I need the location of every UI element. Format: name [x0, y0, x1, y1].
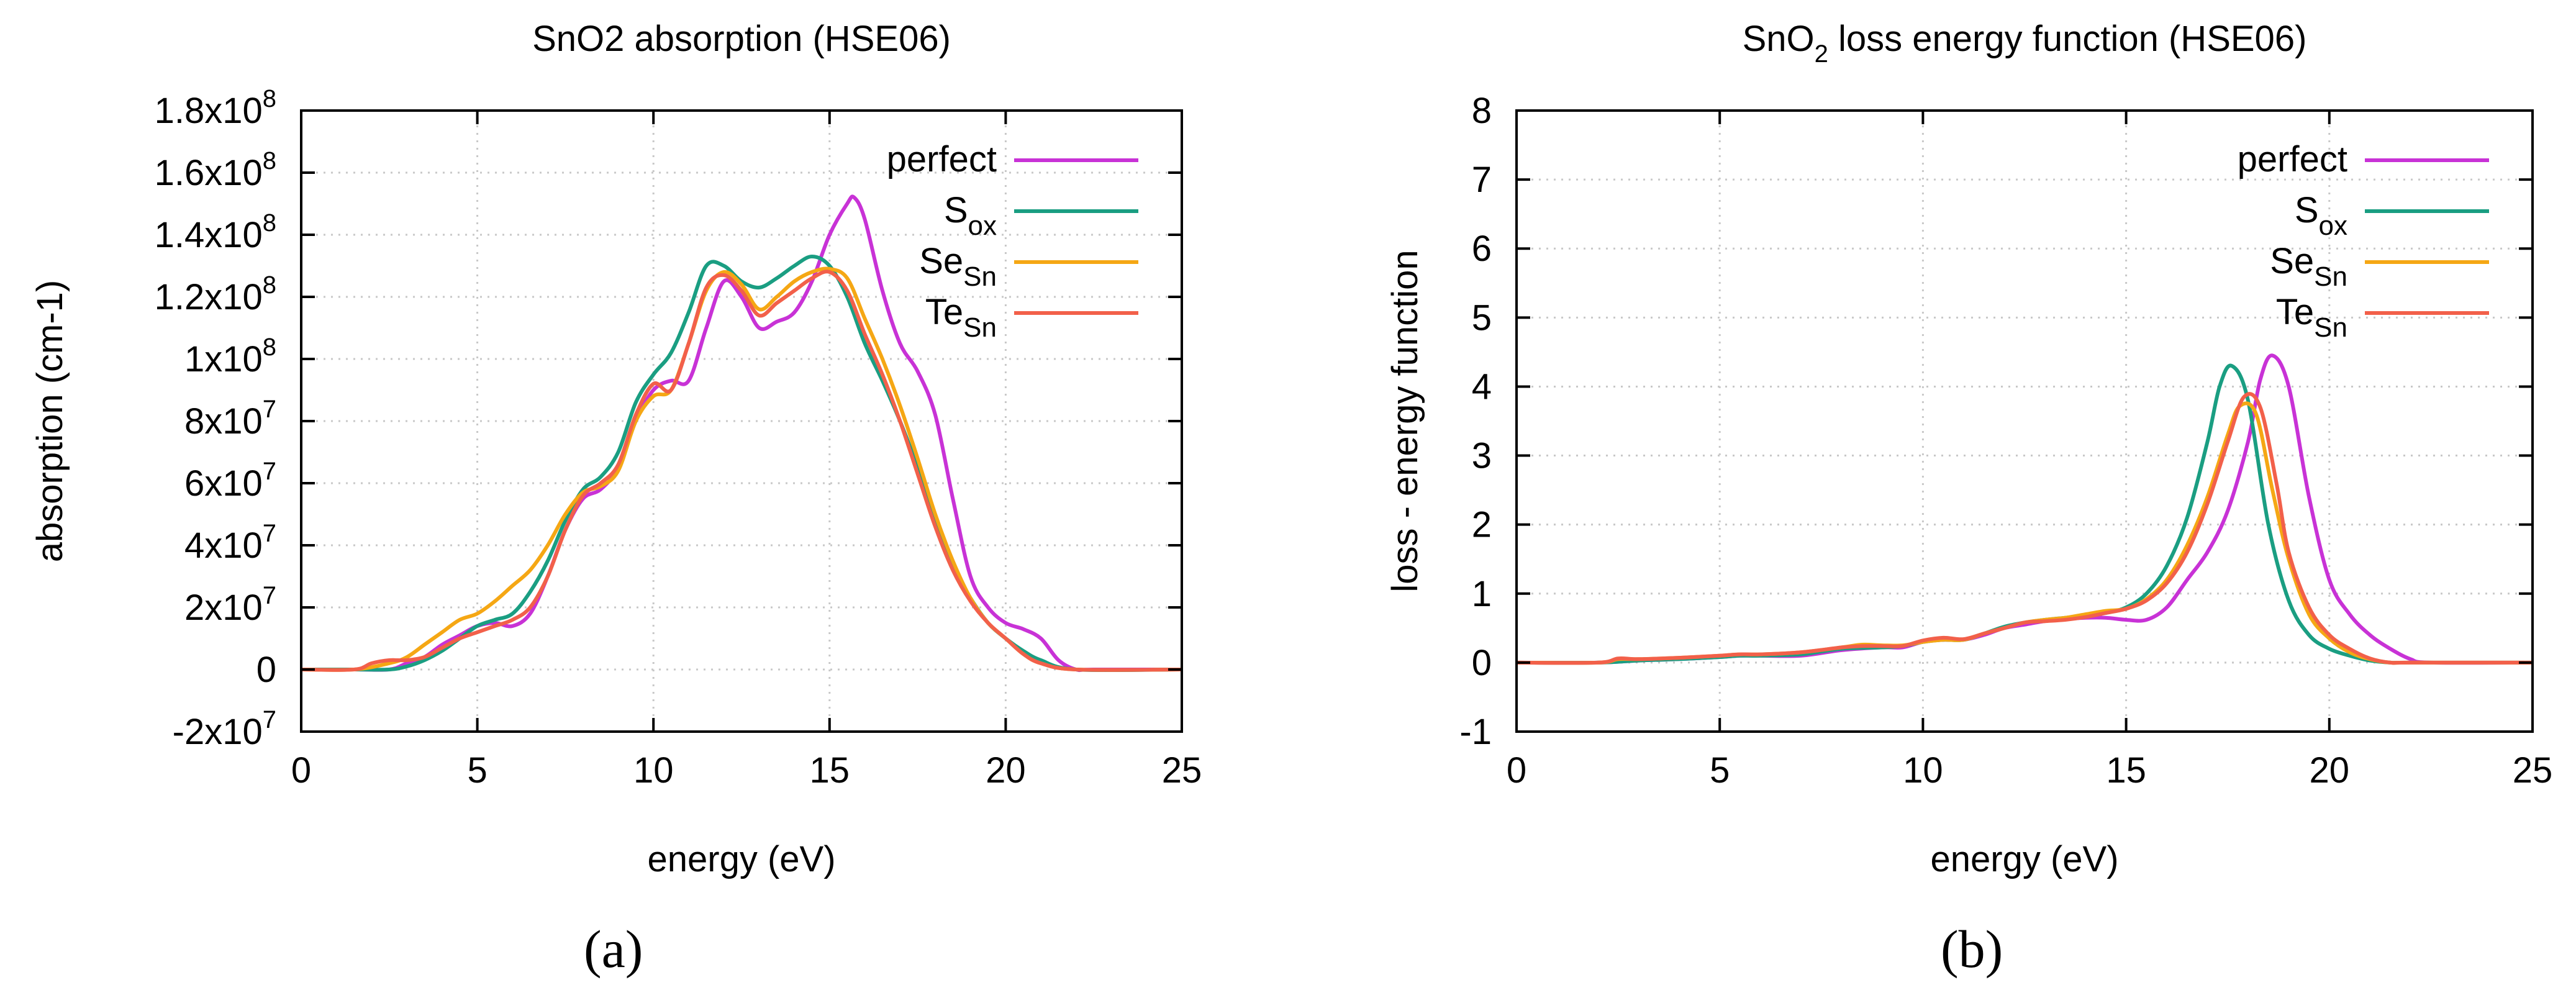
y-tick-label: 2x107 [184, 582, 276, 628]
x-axis-label: energy (eV) [647, 839, 835, 879]
y-tick-label: 1.6x108 [155, 147, 276, 193]
y-tick-label: 4x107 [184, 520, 276, 566]
x-tick-label: 5 [1710, 750, 1730, 791]
y-tick-label: 1.8x108 [155, 85, 276, 131]
legend-label-perfect: perfect [2238, 139, 2347, 179]
x-tick-label: 25 [1162, 750, 1202, 791]
x-tick-label: 10 [1903, 750, 1943, 791]
series-line-perfect [1517, 353, 2533, 665]
y-tick-label: 8x107 [184, 396, 276, 442]
x-tick-label: 15 [2106, 750, 2146, 791]
chart-title: SnO2 absorption (HSE06) [532, 19, 951, 59]
y-tick-label: 0 [256, 650, 276, 690]
x-tick-label: 20 [2310, 750, 2350, 791]
x-tick-label: 5 [467, 750, 487, 791]
legend-label-SeSn: SeSn [919, 241, 997, 292]
series-line-TeSn [1517, 392, 2533, 665]
legend-label-perfect: perfect [887, 139, 997, 179]
legend-label-Sox: Sox [944, 190, 997, 241]
x-tick-label: 15 [810, 750, 850, 791]
y-tick-label: 1x108 [184, 334, 276, 379]
y-tick-label: 6x107 [184, 458, 276, 504]
y-tick-label: 8 [1472, 91, 1492, 131]
panel-label-a: (a) [584, 919, 643, 979]
y-tick-label: 2 [1472, 505, 1492, 545]
y-tick-label: 1 [1472, 574, 1492, 614]
legend-label-TeSn: TeSn [2276, 292, 2347, 343]
y-tick-label: 3 [1472, 436, 1492, 476]
panel-label-b: (b) [1941, 919, 2003, 979]
x-tick-label: 25 [2513, 750, 2553, 791]
x-tick-label: 0 [291, 750, 311, 791]
series-group [301, 194, 1182, 673]
y-tick-label: 4 [1472, 366, 1492, 407]
plot-frame [1515, 109, 2534, 733]
series-line-Sox [1517, 363, 2533, 665]
x-tick-label: 20 [986, 750, 1026, 791]
series-line-TeSn [301, 270, 1182, 672]
y-axis-label: loss - energy function [1385, 250, 1425, 592]
y-tick-label: 6 [1472, 229, 1492, 269]
legend-label-SeSn: SeSn [2270, 241, 2347, 292]
y-tick-label: 1.2x108 [155, 271, 276, 317]
chart-a: 0 5 10 15 20 25 -2x107 0 2x107 4x107 6x107 8x107 1x1… [30, 19, 1202, 879]
x-tick-label: 10 [633, 750, 674, 791]
y-tick-label: 7 [1472, 160, 1492, 200]
x-axis-label: energy (eV) [1930, 839, 2118, 879]
x-tick-label: 0 [1507, 750, 1526, 791]
y-tick-label: -1 [1459, 712, 1492, 752]
y-tick-label: -2x107 [173, 706, 276, 752]
legend-label-TeSn: TeSn [925, 292, 997, 343]
series-line-perfect [301, 194, 1182, 673]
legend-label-Sox: Sox [2295, 190, 2347, 241]
y-axis-label: absorption (cm-1) [30, 280, 70, 562]
chart-title: SnO2 loss energy function (HSE06) [1743, 19, 2307, 68]
y-tick-label: 0 [1472, 643, 1492, 683]
chart-b: 0 5 10 15 20 25 -1 0 1 2 3 4 5 6 7 8 energy (eV) loss - e… [1385, 19, 2552, 879]
series-line-SeSn [301, 266, 1182, 672]
y-tick-label: 5 [1472, 297, 1492, 338]
y-tick-label: 1.4x108 [155, 209, 276, 255]
series-group [1517, 353, 2533, 665]
